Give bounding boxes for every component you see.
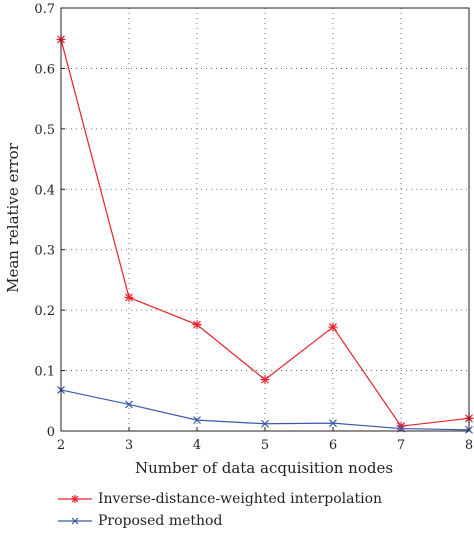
- asterisk-marker-icon: [58, 495, 92, 503]
- y-tick-label: 0.5: [34, 123, 55, 138]
- data-point: [261, 419, 269, 428]
- plot-frame: [60, 7, 470, 432]
- data-point: [328, 322, 338, 332]
- data-point: [260, 375, 270, 385]
- y-tick-label: 0.4: [34, 183, 55, 198]
- legend-label: Proposed method: [98, 513, 223, 529]
- grid-lines: [60, 7, 470, 432]
- y-tick-label: 0.2: [34, 304, 55, 319]
- x-marker-icon: [58, 517, 92, 525]
- x-tick-label: 8: [465, 438, 473, 453]
- legend: Inverse-distance-weighted interpolation …: [58, 488, 382, 532]
- y-tick-label: 0: [47, 425, 55, 440]
- y-tick-label: 0.6: [34, 62, 55, 77]
- x-tick-labels: 2 3 4 5 6 7 8: [57, 438, 473, 453]
- data-point: [193, 416, 201, 425]
- x-tick-label: 4: [193, 438, 201, 453]
- x-axis-title: Number of data acquisition nodes: [135, 459, 393, 477]
- line-chart: 2 3 4 5 6 7 8 0 0.1 0.2 0.3 0.4 0.5 0.6 0.7 Number of…: [4, 2, 474, 477]
- x-tick-label: 5: [261, 438, 269, 453]
- data-point: [329, 419, 337, 428]
- y-tick-label: 0.3: [34, 244, 55, 259]
- y-axis-title: Mean relative error: [4, 142, 22, 293]
- y-tick-labels: 0 0.1 0.2 0.3 0.4 0.5 0.6 0.7: [34, 2, 55, 440]
- x-tick-label: 2: [57, 438, 65, 453]
- y-tick-label: 0.1: [34, 365, 55, 380]
- y-tick-label: 0.7: [34, 2, 55, 17]
- legend-label: Inverse-distance-weighted interpolation: [98, 491, 383, 507]
- legend-item-idw: Inverse-distance-weighted interpolation: [58, 488, 382, 510]
- x-tick-label: 3: [125, 438, 133, 453]
- x-tick-label: 6: [329, 438, 337, 453]
- data-point: [125, 400, 133, 409]
- data-point: [192, 320, 202, 330]
- legend-item-proposed: Proposed method: [58, 510, 382, 532]
- x-tick-label: 7: [397, 438, 405, 453]
- data-point: [124, 292, 134, 302]
